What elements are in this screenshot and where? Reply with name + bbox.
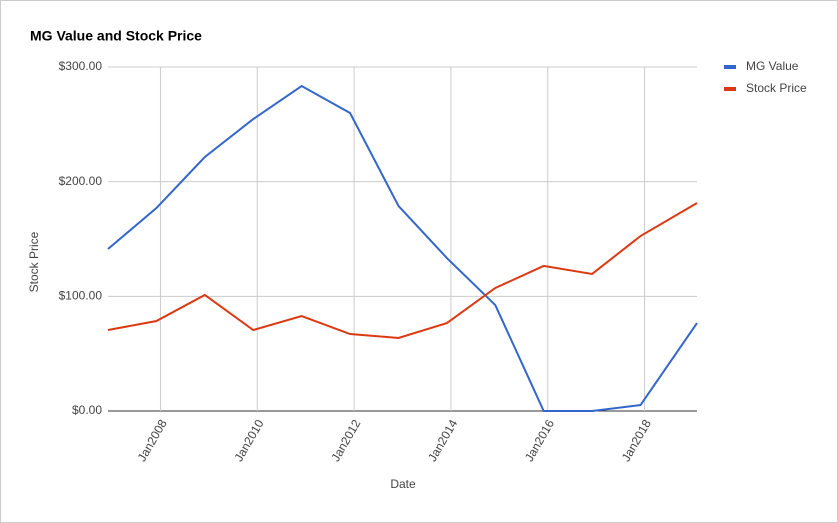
line: [107, 84, 698, 412]
y-tick-label: $0.00: [72, 403, 102, 417]
chart-title: MG Value and Stock Price: [30, 28, 202, 44]
y-tick-label: $200.00: [59, 174, 103, 188]
legend-label: MG Value: [746, 59, 799, 73]
legend-label: Stock Price: [746, 81, 807, 95]
y-tick-label: $100.00: [59, 289, 103, 303]
y-tick-label: $300.00: [59, 59, 103, 73]
line: [107, 202, 698, 339]
x-axis-label: Date: [390, 477, 416, 491]
y-axis-label: Stock Price: [27, 231, 41, 292]
